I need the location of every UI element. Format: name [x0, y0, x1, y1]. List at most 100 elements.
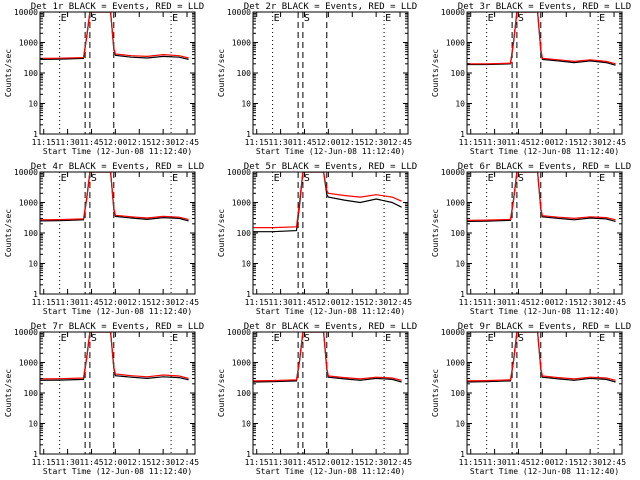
- y-tick-label: 1: [246, 130, 251, 139]
- y-tick-label: 10: [241, 100, 251, 109]
- x-tick-label: 12:00: [316, 298, 340, 307]
- x-tick-label: 12:00: [316, 458, 340, 467]
- series-line-events: [253, 172, 402, 233]
- y-tick-label: 1000: [19, 199, 38, 208]
- x-tick-label: 11:45: [292, 458, 316, 467]
- y-tick-label: 1000: [19, 39, 38, 48]
- marker-label: E: [488, 333, 494, 344]
- x-axis-label: Start Time (12-Jun-08 11:12:40): [256, 147, 405, 156]
- y-tick-label: 100: [24, 229, 39, 238]
- y-axis-label: Counts/sec: [431, 209, 440, 257]
- y-tick-label: 1000: [446, 359, 465, 368]
- y-tick-label: 1: [246, 450, 251, 459]
- marker-label: E: [385, 173, 391, 184]
- marker-label: S: [518, 13, 524, 24]
- x-tick-label: 11:45: [79, 298, 103, 307]
- x-tick-label: 11:45: [506, 298, 530, 307]
- x-tick-label: 11:15: [245, 138, 269, 147]
- x-tick-label: 11:15: [32, 298, 56, 307]
- x-tick-label: 12:15: [127, 138, 151, 147]
- plot-frame: [252, 11, 409, 135]
- series-line-lld: [253, 332, 402, 382]
- x-tick-label: 12:45: [175, 458, 199, 467]
- x-axis-label: Start Time (12-Jun-08 11:12:40): [256, 467, 405, 476]
- y-tick-label: 1: [460, 450, 465, 459]
- x-axis-label: Start Time (12-Jun-08 11:12:40): [470, 467, 619, 476]
- x-tick-label: 12:45: [175, 138, 199, 147]
- plot-frame: [39, 331, 196, 455]
- x-tick-label: 12:00: [103, 138, 127, 147]
- x-tick-label: 12:30: [151, 298, 175, 307]
- marker-label: S: [304, 333, 310, 344]
- panel-title: Det 8r BLACK = Events, RED = LLD: [244, 322, 417, 332]
- x-axis-label: Start Time (12-Jun-08 11:12:40): [470, 147, 619, 156]
- y-axis-label: Counts/sec: [4, 209, 13, 257]
- x-tick-label: 11:15: [245, 298, 269, 307]
- x-tick-label: 12:30: [578, 138, 602, 147]
- x-tick-label: 12:30: [151, 138, 175, 147]
- x-axis-label: Start Time (12-Jun-08 11:12:40): [43, 147, 192, 156]
- y-tick-label: 10: [28, 100, 38, 109]
- plot-frame: [252, 331, 409, 455]
- x-tick-label: 11:45: [506, 138, 530, 147]
- marker-label: E: [61, 333, 67, 344]
- panel-title: Det 6r BLACK = Events, RED = LLD: [458, 162, 631, 172]
- x-tick-label: 12:45: [602, 458, 626, 467]
- y-axis-label: Counts/sec: [431, 369, 440, 417]
- y-tick-label: 100: [451, 69, 466, 78]
- x-tick-label: 11:15: [459, 458, 483, 467]
- marker-label: E: [61, 13, 67, 24]
- x-tick-label: 12:00: [530, 458, 554, 467]
- marker-label: E: [61, 173, 67, 184]
- series-line-lld: [467, 12, 616, 65]
- marker-label: S: [91, 333, 97, 344]
- y-tick-label: 1: [460, 130, 465, 139]
- y-tick-label: 1000: [446, 199, 465, 208]
- x-tick-label: 12:15: [340, 458, 364, 467]
- x-axis-label: Start Time (12-Jun-08 11:12:40): [43, 307, 192, 316]
- y-tick-label: 10: [28, 420, 38, 429]
- x-tick-label: 11:15: [245, 458, 269, 467]
- marker-label: S: [304, 13, 310, 24]
- x-tick-label: 11:45: [292, 138, 316, 147]
- marker-label: E: [172, 13, 178, 24]
- x-tick-label: 12:45: [388, 458, 412, 467]
- panel-title: Det 9r BLACK = Events, RED = LLD: [458, 322, 631, 332]
- x-tick-label: 12:30: [364, 298, 388, 307]
- x-tick-label: 11:15: [459, 298, 483, 307]
- x-tick-label: 11:30: [483, 458, 507, 467]
- y-tick-label: 10000: [227, 168, 251, 177]
- y-tick-label: 1: [33, 450, 38, 459]
- y-tick-label: 10000: [227, 8, 251, 17]
- y-tick-label: 10000: [14, 328, 38, 337]
- y-tick-label: 1000: [232, 39, 251, 48]
- marker-label: E: [599, 13, 605, 24]
- y-tick-label: 100: [24, 389, 39, 398]
- x-tick-label: 11:30: [56, 298, 80, 307]
- x-tick-label: 12:45: [388, 298, 412, 307]
- x-tick-label: 12:00: [103, 298, 127, 307]
- y-tick-label: 10000: [441, 168, 465, 177]
- marker-label: E: [599, 333, 605, 344]
- y-tick-label: 1: [33, 290, 38, 299]
- y-tick-label: 1000: [446, 39, 465, 48]
- y-tick-label: 10000: [441, 8, 465, 17]
- y-tick-label: 100: [451, 229, 466, 238]
- x-tick-label: 11:30: [269, 458, 293, 467]
- y-tick-label: 1000: [232, 199, 251, 208]
- y-tick-label: 10: [28, 260, 38, 269]
- x-tick-label: 12:45: [602, 138, 626, 147]
- x-axis-label: Start Time (12-Jun-08 11:12:40): [43, 467, 192, 476]
- plot-frame: [252, 171, 409, 295]
- x-tick-label: 11:30: [56, 458, 80, 467]
- y-tick-label: 10000: [14, 168, 38, 177]
- x-axis-label: Start Time (12-Jun-08 11:12:40): [256, 307, 405, 316]
- y-tick-label: 10: [241, 420, 251, 429]
- y-tick-label: 1000: [232, 359, 251, 368]
- x-tick-label: 12:30: [364, 458, 388, 467]
- y-tick-label: 1: [33, 130, 38, 139]
- panel-title: Det 4r BLACK = Events, RED = LLD: [31, 162, 204, 172]
